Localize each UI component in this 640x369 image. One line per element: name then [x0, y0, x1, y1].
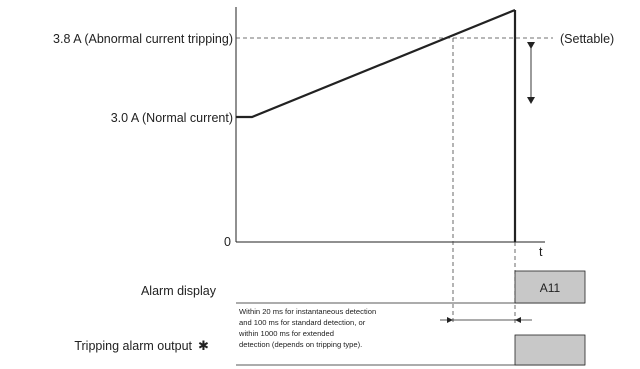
tripping-output-mark: ✱: [198, 338, 209, 353]
detection-arrow-left: [447, 317, 453, 323]
note-line-2: and 100 ms for standard detection, or: [239, 318, 366, 327]
zero-level-label: 0: [224, 235, 231, 249]
alarm-code-box: [514, 270, 586, 304]
alarm-code: A11: [540, 281, 561, 295]
detection-arrow-right: [515, 317, 521, 323]
settable-label: (Settable): [560, 32, 614, 46]
normal-level-label: 3.0 A (Normal current): [111, 111, 233, 125]
current-curve: [236, 8, 516, 119]
tripping-output-label: Tripping alarm output: [74, 339, 192, 353]
t-axis-label: t: [539, 245, 543, 259]
note-line-4: detection (depends on tripping type).: [239, 340, 362, 349]
note-line-3: within 1000 ms for extended: [238, 329, 334, 338]
abnormal-level-label: 3.8 A (Abnormal current tripping): [53, 32, 233, 46]
alarm-display-label: Alarm display: [141, 284, 217, 298]
note-line-1: Within 20 ms for instantaneous detection: [239, 307, 376, 316]
tripping-output-box: [514, 334, 586, 366]
